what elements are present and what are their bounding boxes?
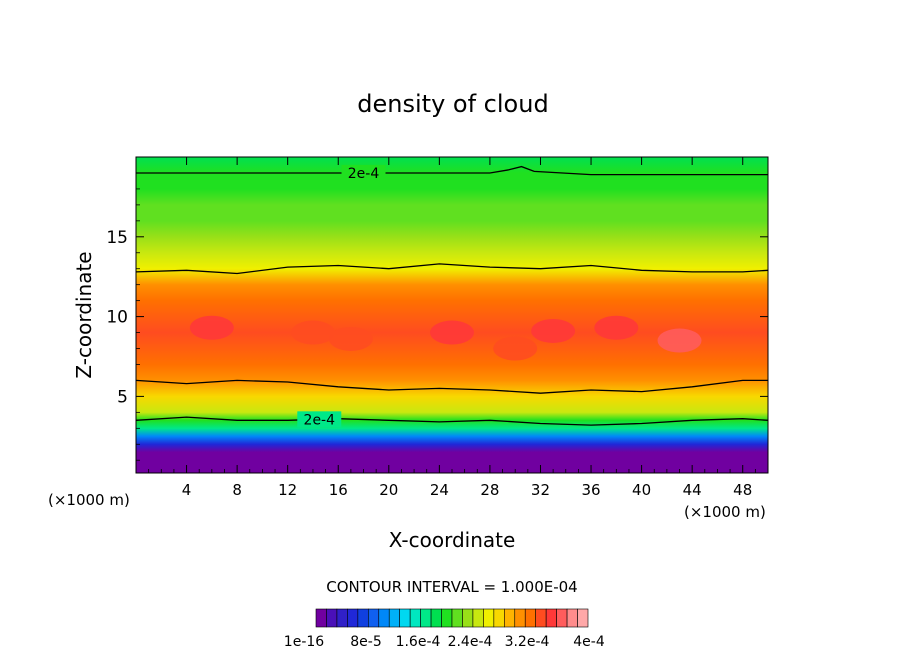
x-tick-label-7: 32: [531, 481, 550, 499]
colorbar-swatch-16: [483, 608, 495, 628]
contour-label-1: 2e-4: [348, 166, 380, 182]
x-axis-ticks: 4 8 12 16 20 24 28 32 36 40 44 48: [148, 157, 756, 499]
contour-label-bg-0: [297, 411, 342, 428]
contour-label-bg-1: [341, 164, 386, 181]
x-tick-label-11: 48: [733, 481, 752, 499]
local-maxima-layer: [189, 315, 702, 361]
local-maximum-1: [290, 320, 335, 345]
colorbar-label-1: 8e-5: [350, 634, 381, 650]
colorbar-swatch-10: [420, 608, 432, 628]
contour-line-3: [136, 165, 768, 176]
colorbar-label-5: 4e-4: [573, 634, 605, 650]
contour-field: [136, 157, 768, 473]
plot-area: [136, 157, 768, 473]
x-tick-label-10: 44: [683, 481, 702, 499]
colorbar-label-4: 3.2e-4: [505, 634, 550, 650]
x-axis-label: X-coordinate: [389, 528, 516, 552]
x-unit-left: (×1000 m): [48, 491, 130, 509]
colorbar-swatch-12: [441, 608, 453, 628]
contour-interval-text: CONTOUR INTERVAL = 1.000E-04: [326, 578, 577, 596]
colorbar-swatch-15: [472, 608, 484, 628]
contour-line-1: [136, 379, 768, 394]
colorbar-swatch-18: [504, 608, 516, 628]
colorbar-swatch-14: [462, 608, 474, 628]
colorbar-swatch-1: [326, 608, 338, 628]
local-maximum-6: [594, 315, 639, 340]
colorbar-swatch-5: [368, 608, 380, 628]
x-tick-label-2: 12: [278, 481, 297, 499]
colorbar-swatch-0: [315, 608, 327, 628]
local-maximum-3: [430, 320, 474, 345]
colorbar-swatch-17: [493, 608, 505, 628]
x-tick-label-8: 36: [581, 481, 600, 499]
x-tick-label-6: 28: [480, 481, 499, 499]
contour-line-2: [136, 263, 768, 275]
colorbar-swatch-3: [347, 608, 359, 628]
local-maximum-5: [531, 318, 576, 343]
colorbar-swatch-9: [409, 608, 421, 628]
local-maximum-2: [328, 326, 373, 351]
x-unit-right: (×1000 m): [684, 503, 766, 521]
colorbar-swatch-8: [399, 608, 411, 628]
colorbar-swatch-23: [556, 608, 568, 628]
colorbar-swatch-20: [524, 608, 536, 628]
colorbar-swatch-21: [535, 608, 547, 628]
colorbar-swatch-25: [577, 608, 589, 628]
colorbar-label-0: 1e-16: [284, 634, 324, 650]
colorbar-swatch-13: [451, 608, 463, 628]
local-maximum-7: [657, 328, 702, 353]
local-maximum-4: [493, 336, 538, 361]
local-maximum-0: [189, 315, 234, 340]
x-tick-label-0: 4: [182, 481, 192, 499]
colorbar-swatch-22: [545, 608, 557, 628]
colorbar-label-2: 1.6e-4: [396, 634, 441, 650]
colorbar-label-3: 2.4e-4: [448, 634, 493, 650]
x-tick-label-9: 40: [632, 481, 651, 499]
contour-label-0: 2e-4: [304, 412, 336, 428]
contour-lines-layer: [136, 165, 768, 426]
x-tick-label-3: 16: [329, 481, 348, 499]
colorbar-swatch-6: [378, 608, 390, 628]
y-axis-label: Z-coordinate: [72, 251, 96, 378]
contour-labels-layer: 2e-4 2e-4: [297, 164, 386, 428]
colorbar-swatch-2: [336, 608, 348, 628]
y-tick-label-2: 15: [106, 228, 128, 248]
colorbar-labels: 1e-16 8e-5 1.6e-4 2.4e-4 3.2e-4 4e-4: [284, 634, 605, 650]
y-tick-label-1: 10: [106, 308, 128, 328]
colorbar: [315, 608, 589, 628]
chart-title: density of cloud: [357, 90, 548, 118]
colorbar-swatch-19: [514, 608, 526, 628]
x-tick-label-1: 8: [232, 481, 242, 499]
x-tick-label-4: 20: [379, 481, 398, 499]
colorbar-swatch-11: [430, 608, 442, 628]
colorbar-swatch-24: [566, 608, 578, 628]
contour-line-0: [136, 416, 768, 426]
colorbar-swatch-7: [388, 608, 400, 628]
y-tick-label-0: 5: [117, 387, 128, 407]
x-tick-label-5: 24: [430, 481, 449, 499]
colorbar-swatch-4: [357, 608, 369, 628]
y-axis-ticks: 5 10 15: [106, 172, 768, 461]
